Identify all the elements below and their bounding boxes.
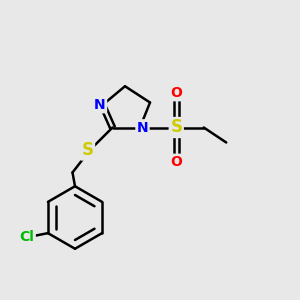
Text: Cl: Cl [20, 230, 34, 244]
Text: N: N [137, 121, 148, 134]
Text: N: N [94, 98, 106, 112]
Text: O: O [170, 155, 182, 169]
Text: S: S [170, 118, 182, 136]
Text: S: S [82, 141, 94, 159]
Text: O: O [170, 86, 182, 100]
